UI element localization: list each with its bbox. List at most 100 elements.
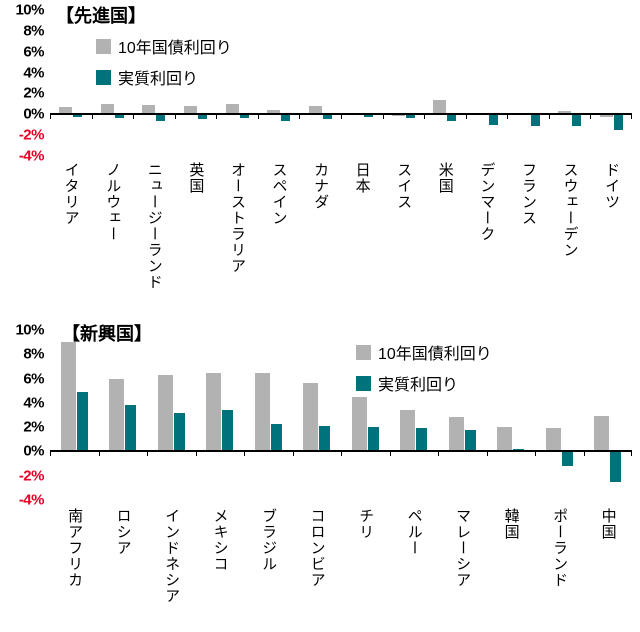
y-axis: 10% 8% 6% 4% 2% 0% -2% -4% — [0, 322, 46, 509]
y-tick-label: 0% — [23, 105, 44, 123]
x-category-label: ドイツ — [603, 162, 621, 210]
x-category-label: マレーシア — [454, 508, 472, 588]
bar-real-yield — [489, 114, 498, 125]
legend-item: 10年国債利回り — [356, 340, 492, 364]
x-category-label: スウェーデン — [561, 162, 579, 258]
chart-title: 【新興国】 — [62, 324, 152, 344]
bar-real-yield — [447, 114, 457, 121]
y-tick-label: 8% — [23, 345, 44, 363]
axis-tick — [438, 451, 439, 457]
x-category-label: ロシア — [114, 508, 132, 556]
axis-tick — [631, 114, 632, 120]
x-category-label: オーストラリア — [228, 162, 246, 274]
y-axis: 10% 8% 6% 4% 2% 0% -2% -4% — [0, 2, 46, 165]
legend-swatch-real-yield — [96, 69, 111, 85]
x-category-label: ブラジル — [260, 508, 278, 572]
legend-item: 実質利回り — [356, 371, 492, 395]
axis-tick — [175, 114, 176, 120]
axis-tick — [466, 114, 467, 120]
x-category-label: 日本 — [353, 162, 371, 194]
bar-bond-yield — [254, 372, 270, 452]
y-tick-label: 2% — [23, 418, 44, 436]
developed-countries-chart: 【先進国】 10年国債利回り 実質利回り 10% 8% 6% 4% 2% 0% -2% -4%… — [0, 2, 632, 314]
x-category-label: メキシコ — [211, 508, 229, 572]
x-category-label: 中国 — [599, 508, 617, 540]
bar-real-yield — [281, 114, 291, 121]
legend: 10年国債利回り 実質利回り — [96, 34, 232, 89]
bar-real-yield — [125, 405, 137, 452]
y-tick-label: 2% — [23, 84, 44, 102]
bar-real-yield — [270, 423, 282, 452]
x-category-label: ポーランド — [551, 508, 569, 588]
legend-label: 実質利回り — [378, 377, 459, 394]
bar-bond-yield — [391, 114, 405, 117]
legend-swatch-real-yield — [356, 375, 371, 391]
axis-tick — [299, 114, 300, 120]
y-tick-label: 4% — [23, 64, 44, 82]
axis-tick — [590, 114, 591, 120]
bar-real-yield — [114, 114, 124, 119]
bar-bond-yield — [109, 378, 125, 452]
legend-item: 実質利回り — [96, 65, 232, 89]
axis-tick — [424, 114, 425, 120]
y-tick-label: 8% — [23, 22, 44, 40]
legend-swatch-bond-yield — [96, 38, 111, 54]
bar-real-yield — [561, 451, 573, 466]
bar-real-yield — [572, 114, 582, 126]
bar-bond-yield — [497, 427, 513, 452]
axis-tick — [244, 451, 245, 457]
y-tick-label: 6% — [23, 43, 44, 61]
bar-bond-yield — [184, 105, 197, 115]
x-category-label: コロンビア — [308, 508, 326, 588]
axis-tick — [293, 451, 294, 457]
y-tick-label: 10% — [15, 1, 44, 19]
bar-bond-yield — [100, 103, 114, 115]
legend-swatch-bond-yield — [356, 344, 371, 360]
bar-bond-yield — [225, 103, 239, 115]
bar-bond-yield — [351, 396, 367, 452]
bar-bond-yield — [303, 383, 319, 452]
bar-bond-yield — [59, 106, 73, 115]
axis-tick — [341, 114, 342, 120]
y-tick-label: -2% — [18, 467, 45, 485]
x-category-label: スペイン — [270, 162, 288, 226]
x-category-label: デンマーク — [478, 162, 496, 242]
zero-axis-line — [50, 450, 632, 453]
x-category-label: 米国 — [436, 162, 454, 194]
bar-bond-yield — [157, 374, 173, 452]
bar-real-yield — [73, 114, 83, 118]
axis-tick — [390, 451, 391, 457]
x-category-label: スイス — [395, 162, 413, 210]
bar-bond-yield — [142, 104, 156, 115]
x-category-label: チリ — [357, 508, 375, 540]
zero-axis-line — [50, 113, 632, 116]
axis-tick — [535, 451, 536, 457]
x-category-label: 英国 — [187, 162, 205, 194]
bar-real-yield — [367, 427, 379, 452]
emerging-countries-chart: 【新興国】 10年国債利回り 実質利回り 10% 8% 6% 4% 2% 0% -2% -4%… — [0, 316, 640, 632]
legend-label: 実質利回り — [118, 71, 199, 88]
y-tick-label: 0% — [23, 442, 44, 460]
axis-tick — [99, 451, 100, 457]
bar-bond-yield — [206, 372, 222, 452]
x-axis: イタリア ノルウェー ニュージーランド 英国 オーストラリア スペイン カナダ 日本 スイス 米国… — [50, 158, 632, 314]
axis-tick — [50, 451, 51, 457]
axis-tick — [584, 451, 585, 457]
y-tick-label: -4% — [18, 491, 45, 509]
bar-bond-yield — [400, 410, 416, 452]
legend-label: 10年国債利回り — [378, 346, 492, 363]
y-tick-label: -2% — [18, 126, 45, 144]
legend-label: 10年国債利回り — [118, 40, 232, 57]
x-axis: 南アフリカ ロシア インドネシア メキシコ ブラジル コロンビア チリ ペルー マレーシア 韓国ポ… — [50, 504, 632, 630]
axis-tick — [341, 451, 342, 457]
axis-tick — [216, 114, 217, 120]
bar-real-yield — [530, 114, 540, 126]
bar-real-yield — [198, 114, 207, 120]
x-category-label: イタリア — [62, 162, 80, 226]
x-category-label: ペルー — [405, 508, 423, 556]
axis-tick — [133, 114, 134, 120]
y-tick-label: 10% — [15, 321, 44, 339]
bar-bond-yield — [599, 114, 613, 118]
bar-bond-yield — [558, 111, 572, 115]
x-category-label: 韓国 — [502, 508, 520, 540]
